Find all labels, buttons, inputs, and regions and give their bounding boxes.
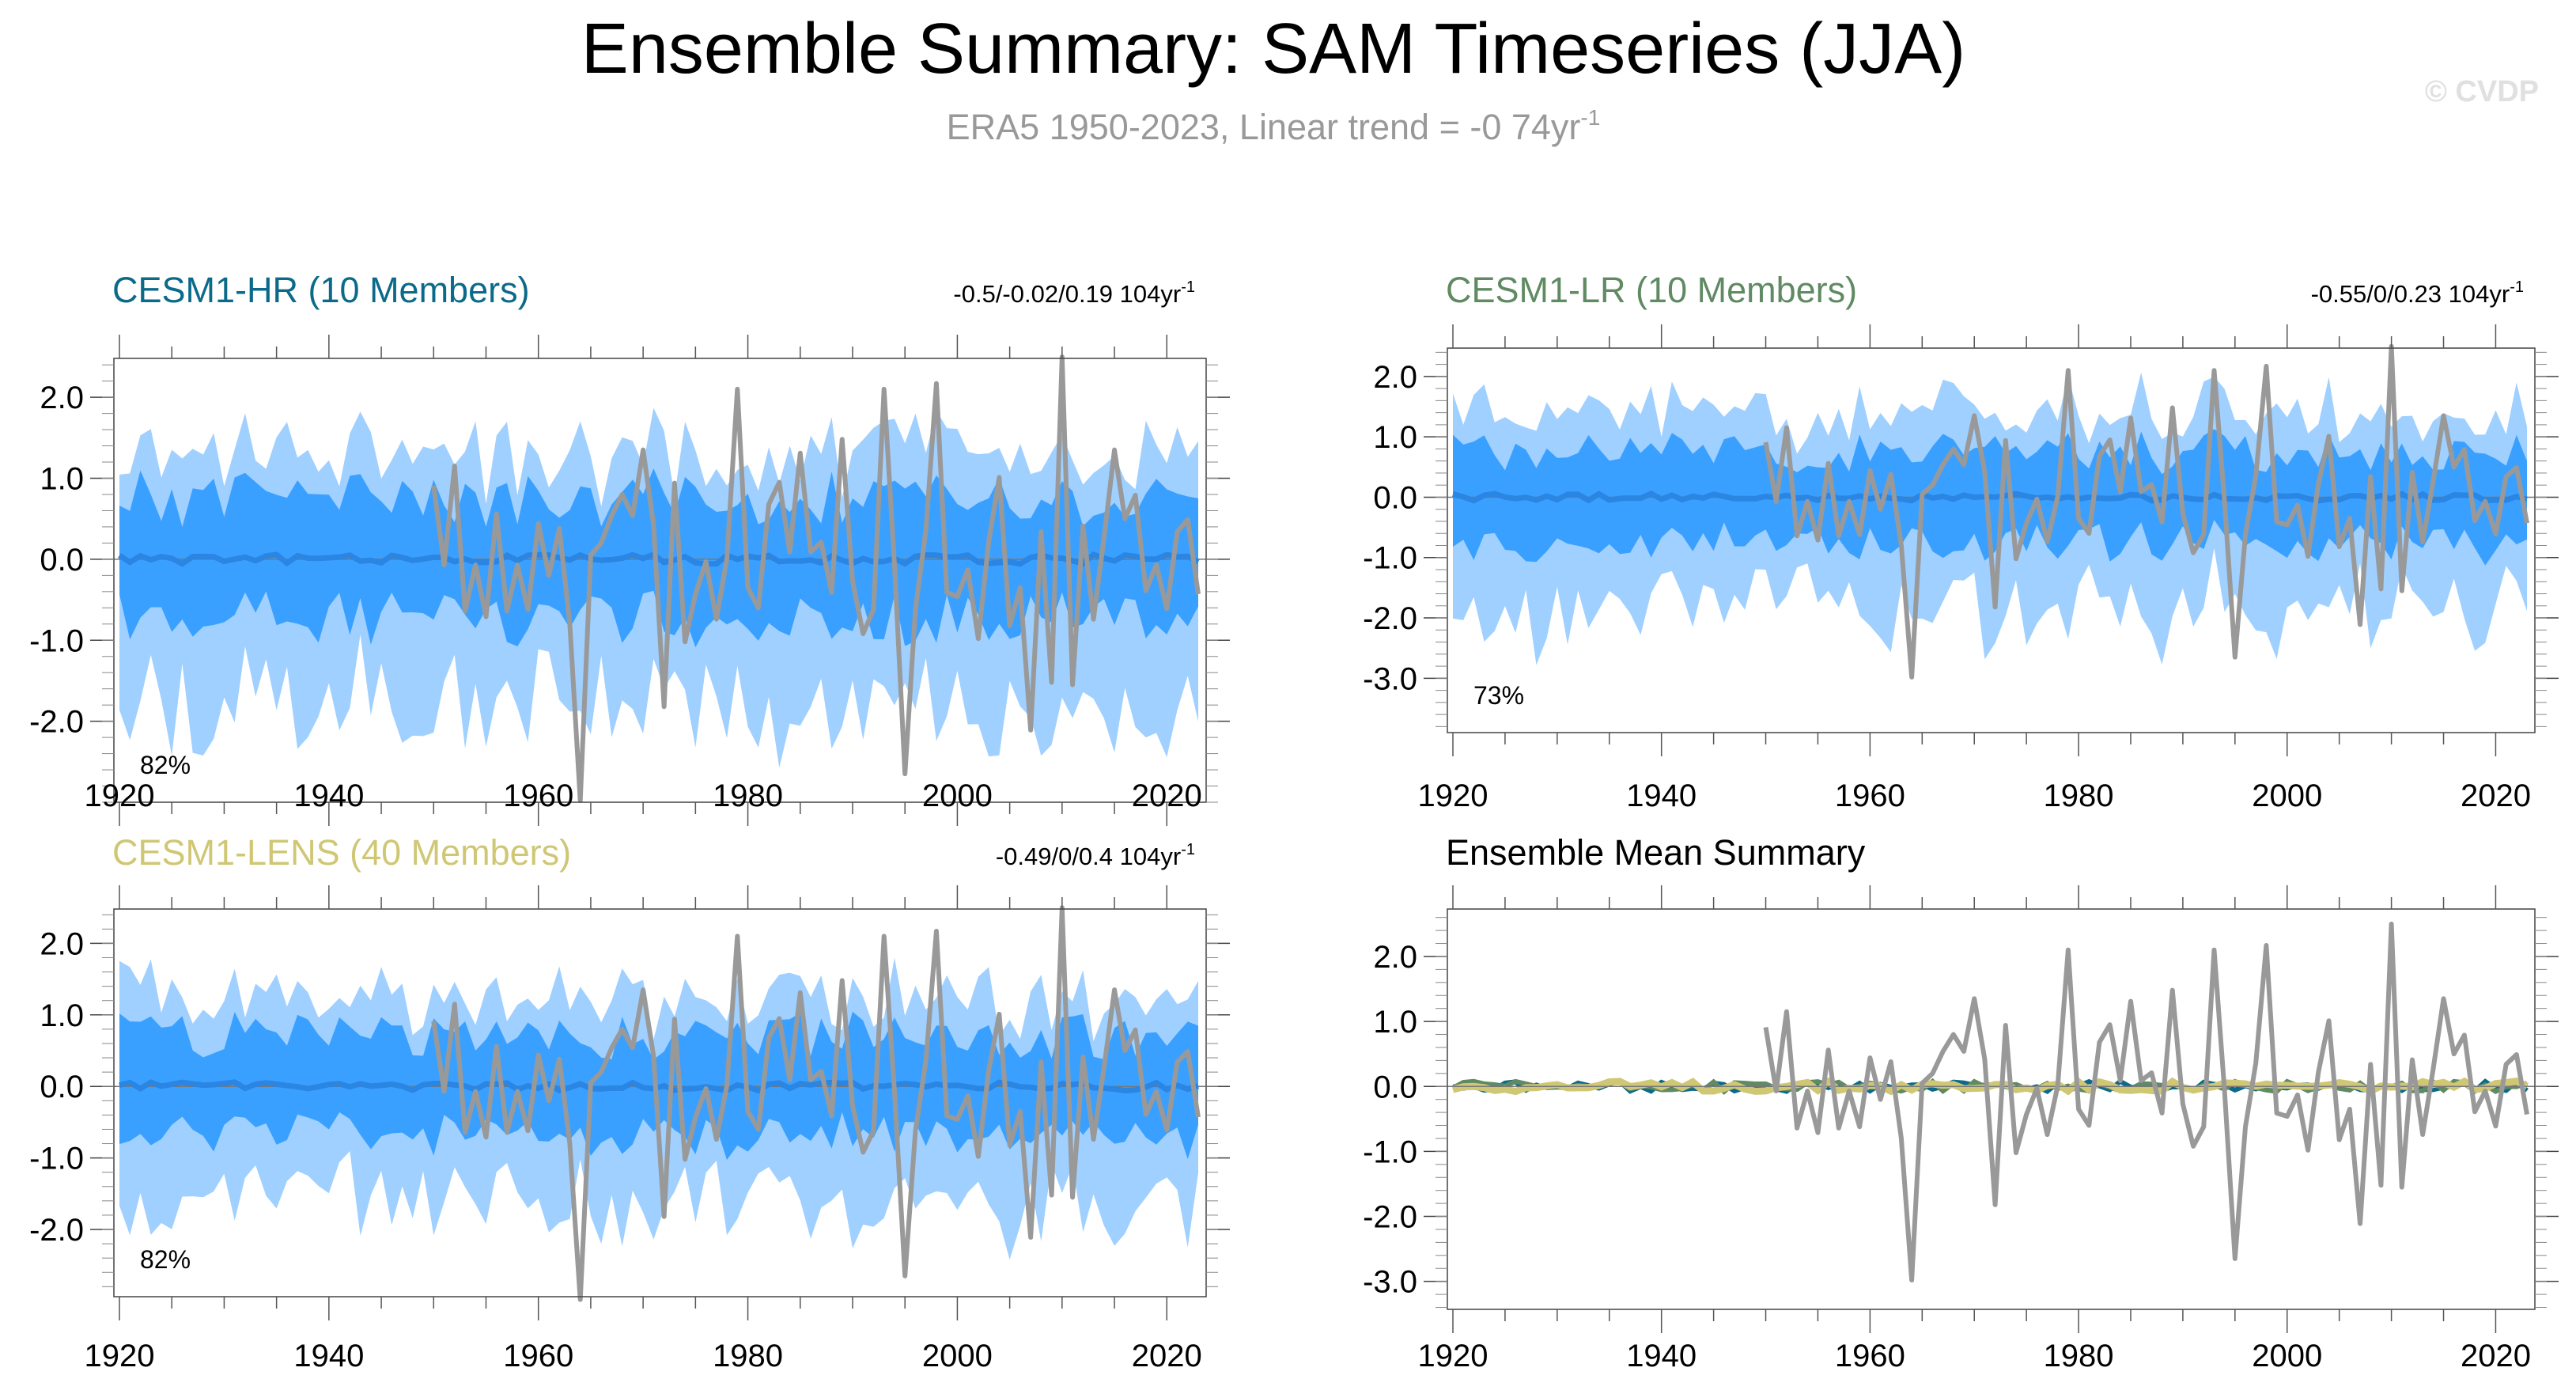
plot-frame — [113, 908, 1207, 1297]
x-tick-label: 2020 — [1132, 778, 1202, 813]
y-tick-label: -1.0 — [1363, 1135, 1417, 1169]
y-tick-label: 0.0 — [1373, 1070, 1417, 1104]
y-tick-label: -1.0 — [29, 1142, 84, 1176]
figure-subtitle: ERA5 1950-2023, Linear trend = -0 74yr-1 — [947, 105, 1601, 147]
y-tick-label: 0.0 — [40, 1070, 84, 1104]
ensemble-mean-line — [118, 551, 1200, 567]
subtitle-superscript: -1 — [1580, 105, 1600, 130]
y-tick-label: 1.0 — [40, 462, 84, 497]
y-tick-label: -1.0 — [29, 623, 84, 658]
trend-label: -0.5/-0.02/0.19 104yr-1 — [953, 278, 1195, 308]
y-tick-label: 0.0 — [1373, 480, 1417, 515]
percent-label: 82% — [140, 751, 191, 779]
x-tick-label: 2000 — [2252, 1339, 2322, 1373]
trend-superscript: -1 — [1181, 841, 1195, 858]
trend-label: -0.49/0/0.4 104yr-1 — [996, 841, 1195, 870]
y-tick-label: 1.0 — [1373, 420, 1417, 455]
percent-label: 82% — [140, 1245, 191, 1274]
panel-lens: CESM1-LENS (40 Members) -0.49/0/0.4 104yr… — [29, 832, 1230, 1373]
x-tick-label: 1940 — [293, 778, 364, 813]
y-tick-label: -3.0 — [1363, 1265, 1417, 1300]
x-tick-label: 1960 — [503, 1339, 573, 1373]
y-tick-label: 2.0 — [1373, 940, 1417, 975]
x-tick-label: 1960 — [1835, 1339, 1905, 1373]
panel-summary: Ensemble Mean Summary 2.0 1.0 0.0 -1.0 -2.0 -3… — [1363, 832, 2559, 1373]
y-tick-label: 0.0 — [40, 543, 84, 578]
x-tick-label: 1940 — [1626, 1339, 1697, 1373]
trend-text: -0.55/0/0.23 104yr — [2311, 280, 2510, 308]
x-tick-label: 1940 — [293, 1339, 364, 1373]
x-tick-label: 1980 — [713, 1339, 783, 1373]
x-tick-label: 1920 — [1418, 778, 1488, 813]
trend-text: -0.5/-0.02/0.19 104yr — [953, 280, 1181, 308]
panel-title: CESM1-LENS (40 Members) — [112, 832, 571, 873]
x-tick-label: 1980 — [2044, 1339, 2114, 1373]
percent-label: 73% — [1473, 681, 1524, 710]
panel-hr: CESM1-HR (10 Members) -0.5/-0.02/0.19 104… — [29, 270, 1230, 826]
x-tick-label: 1960 — [1835, 778, 1905, 813]
plot-frame — [1447, 908, 2536, 1310]
x-tick-label: 1920 — [85, 1339, 155, 1373]
x-tick-label: 2000 — [922, 1339, 993, 1373]
plot-frame — [1447, 347, 2536, 733]
x-tick-label: 1980 — [713, 778, 783, 813]
x-tick-label: 2020 — [2461, 778, 2531, 813]
era5-observed-line — [1763, 343, 2529, 680]
y-tick-label: -3.0 — [1363, 661, 1417, 696]
x-tick-label: 1940 — [1626, 778, 1697, 813]
trend-superscript: -1 — [1181, 278, 1195, 296]
ensemble-mean-line — [119, 1079, 1200, 1094]
panel-title: CESM1-HR (10 Members) — [112, 270, 530, 310]
y-tick-label: 2.0 — [40, 926, 84, 961]
trend-text: -0.49/0/0.4 104yr — [996, 843, 1181, 870]
trend-label: -0.55/0/0.23 104yr-1 — [2311, 278, 2524, 308]
y-tick-label: -2.0 — [29, 705, 84, 740]
y-tick-label: 2.0 — [1373, 360, 1417, 395]
x-tick-label: 2000 — [2252, 778, 2322, 813]
y-tick-label: -1.0 — [1363, 541, 1417, 576]
x-tick-label: 2020 — [1132, 1339, 1202, 1373]
trend-superscript: -1 — [2510, 278, 2524, 296]
figure-title: Ensemble Summary: SAM Timeseries (JJA) — [581, 9, 1965, 89]
y-tick-label: -2.0 — [29, 1213, 84, 1248]
x-tick-label: 1980 — [2044, 778, 2114, 813]
cvdp-watermark: © CVDP — [2425, 75, 2539, 108]
panel-lr: CESM1-LR (10 Members) -0.55/0/0.23 104yr-… — [1363, 270, 2559, 813]
x-tick-label: 2020 — [2461, 1339, 2531, 1373]
x-tick-label: 1920 — [85, 778, 155, 813]
x-tick-label: 1960 — [503, 778, 573, 813]
era5-observed-line — [1763, 921, 2529, 1283]
era5-observed-line — [431, 905, 1201, 1302]
era5-observed-line — [431, 354, 1201, 803]
y-tick-label: 2.0 — [40, 381, 84, 415]
y-tick-label: 1.0 — [40, 998, 84, 1033]
panel-title: CESM1-LR (10 Members) — [1446, 270, 1857, 310]
x-tick-label: 1920 — [1418, 1339, 1488, 1373]
y-tick-label: -2.0 — [1363, 1200, 1417, 1235]
y-tick-label: -2.0 — [1363, 601, 1417, 636]
subtitle-text: ERA5 1950-2023, Linear trend = -0 74yr — [947, 107, 1581, 147]
plot-frame — [113, 358, 1207, 803]
y-tick-label: 1.0 — [1373, 1005, 1417, 1040]
ensemble-mean-line — [1452, 491, 2528, 504]
x-tick-label: 2000 — [922, 778, 993, 813]
panel-title: Ensemble Mean Summary — [1446, 832, 1866, 873]
